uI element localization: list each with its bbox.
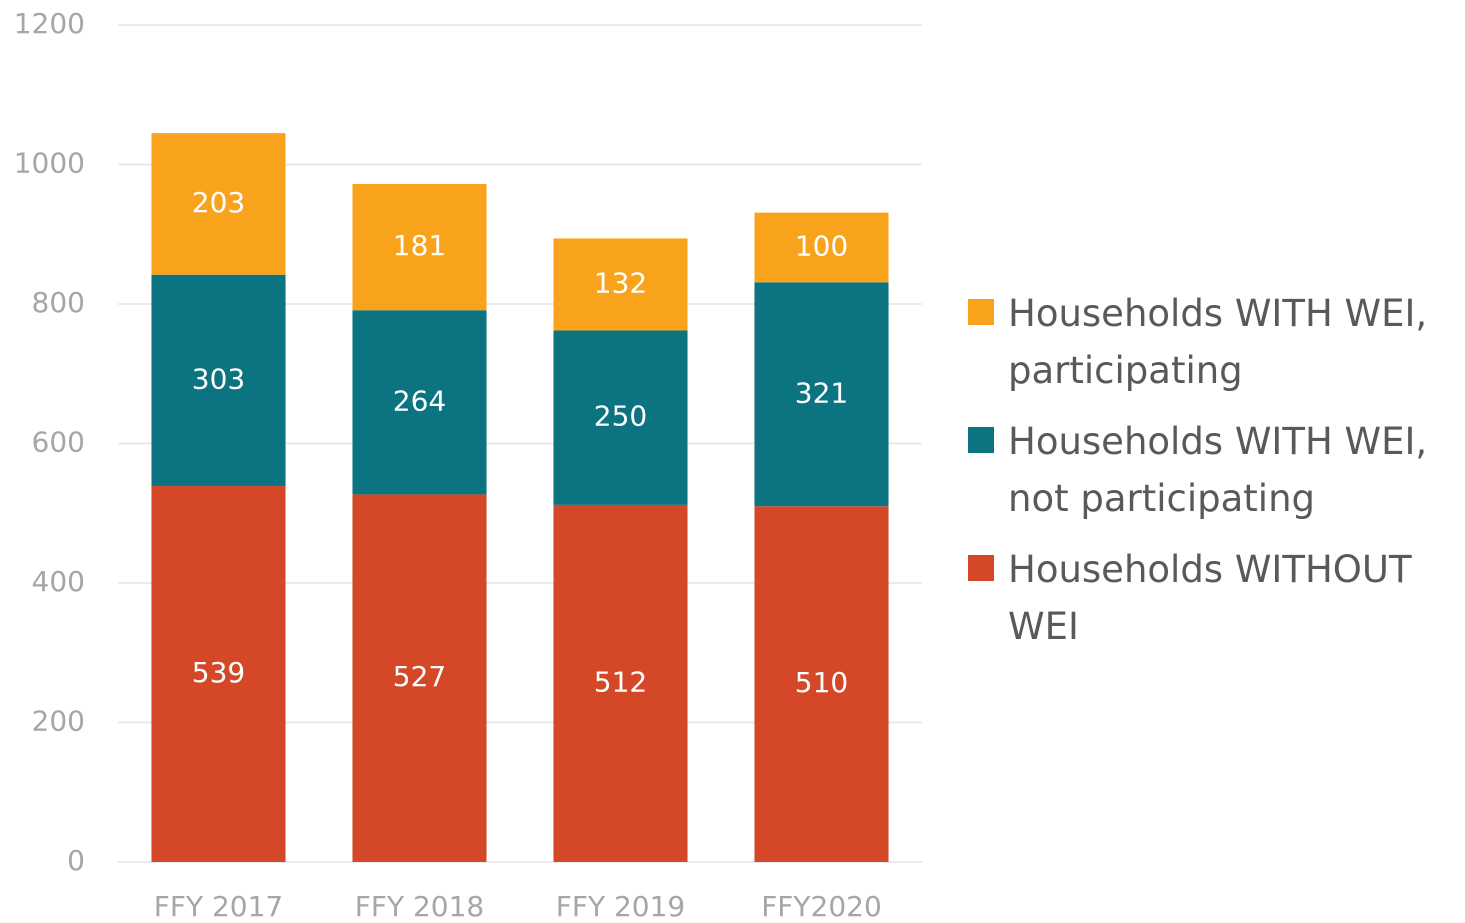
data-label: 527 — [393, 660, 446, 693]
y-tick-label: 800 — [32, 286, 85, 319]
legend: Households WITH WEI, participating Househ… — [968, 285, 1458, 669]
bar-segment — [754, 282, 889, 507]
legend-item: Households WITHOUT WEI — [968, 541, 1458, 655]
data-label: 539 — [192, 656, 245, 689]
legend-swatch — [968, 427, 994, 453]
y-tick-label: 1000 — [14, 147, 85, 180]
data-label: 303 — [192, 362, 245, 395]
legend-label: Households WITH WEI, not participating — [1008, 420, 1428, 520]
bar-segment — [151, 486, 286, 862]
bar-segment — [754, 212, 889, 283]
bar-segment — [754, 506, 889, 862]
bar-segment — [553, 504, 688, 862]
bar-segment — [352, 310, 487, 495]
data-label: 203 — [192, 186, 245, 219]
x-tick-label: FFY2020 — [761, 890, 882, 923]
legend-swatch — [968, 299, 994, 325]
legend-item: Households WITH WEI, not participating — [968, 413, 1458, 527]
x-tick-label: FFY 2018 — [355, 890, 484, 923]
bar-segment — [151, 274, 286, 487]
legend-label: Households WITHOUT WEI — [1008, 548, 1412, 648]
x-tick-label: FFY 2017 — [154, 890, 283, 923]
data-label: 510 — [795, 666, 848, 699]
y-tick-label: 200 — [32, 705, 85, 738]
legend-item: Households WITH WEI, participating — [968, 285, 1458, 399]
y-tick-label: 600 — [32, 426, 85, 459]
bar-segment — [151, 133, 286, 275]
legend-label: Households WITH WEI, participating — [1008, 292, 1428, 392]
data-label: 100 — [795, 230, 848, 263]
bar-segment — [352, 494, 487, 862]
data-label: 132 — [594, 266, 647, 299]
bar-segment — [352, 184, 487, 311]
data-label: 321 — [795, 376, 848, 409]
data-label: 264 — [393, 384, 446, 417]
legend-swatch — [968, 555, 994, 581]
bar-segment — [553, 330, 688, 505]
x-tick-label: FFY 2019 — [556, 890, 685, 923]
data-label: 512 — [594, 665, 647, 698]
y-tick-label: 1200 — [14, 7, 85, 40]
y-tick-label: 400 — [32, 565, 85, 598]
data-label: 250 — [594, 400, 647, 433]
data-label: 181 — [393, 229, 446, 262]
bar-segment — [553, 238, 688, 331]
y-tick-label: 0 — [67, 844, 85, 877]
